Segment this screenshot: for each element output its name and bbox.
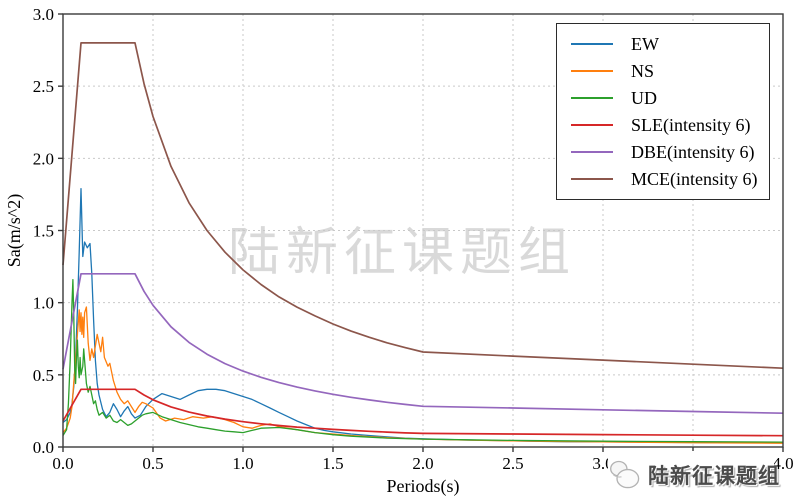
x-tick-label: 1.5 [322,454,343,473]
legend-label: EW [631,33,659,54]
x-tick-label: 0.5 [142,454,163,473]
y-tick-label: 2.5 [33,77,54,96]
x-tick-label: 2.0 [412,454,433,473]
legend-swatch [571,69,613,72]
y-tick-label: 0.0 [33,438,54,457]
legend-entry-sle: SLE(intensity 6) [557,112,769,138]
y-tick-label: 3.0 [33,5,54,24]
legend-entry-ud: UD [557,85,769,111]
legend-entry-ns: NS [557,58,769,84]
legend-swatch [571,151,613,154]
x-tick-label: 1.0 [232,454,253,473]
legend-label: MCE(intensity 6) [631,169,758,190]
x-tick-label: 0.0 [52,454,73,473]
series-line-ud [62,278,784,443]
legend-swatch [571,42,613,45]
series-line-dbe [62,272,784,415]
y-axis-label: Sa(m/s^2) [4,194,25,267]
y-tick-label: 0.5 [33,366,54,385]
legend-label: UD [631,87,657,108]
series-line-mce [62,42,784,370]
lab-logo-icon [610,460,640,489]
x-tick-label: 4.0 [772,454,793,473]
series-line-sle [62,388,784,437]
legend-entry-ew: EW [557,31,769,57]
legend-entry-mce: MCE(intensity 6) [557,166,769,192]
y-tick-label: 1.5 [33,222,54,241]
series-line-ns [62,306,784,444]
x-axis-label: Periods(s) [387,476,460,497]
legend-swatch [571,178,613,181]
legend-swatch [571,96,613,99]
x-tick-label: 2.5 [502,454,523,473]
legend-label: NS [631,60,655,81]
y-tick-label: 1.0 [33,294,54,313]
legend-entry-dbe: DBE(intensity 6) [557,139,769,165]
corner-watermark-text: 陆新征课题组 [648,464,780,488]
legend-label: SLE(intensity 6) [631,115,751,136]
legend-label: DBE(intensity 6) [631,142,755,163]
corner-watermark: 陆新征课题组 [608,451,779,499]
legend: EW NS UD SLE(intensity 6) DBE(intensity 6) MC… [556,23,770,200]
legend-swatch [571,124,613,127]
y-tick-label: 2.0 [33,149,54,168]
